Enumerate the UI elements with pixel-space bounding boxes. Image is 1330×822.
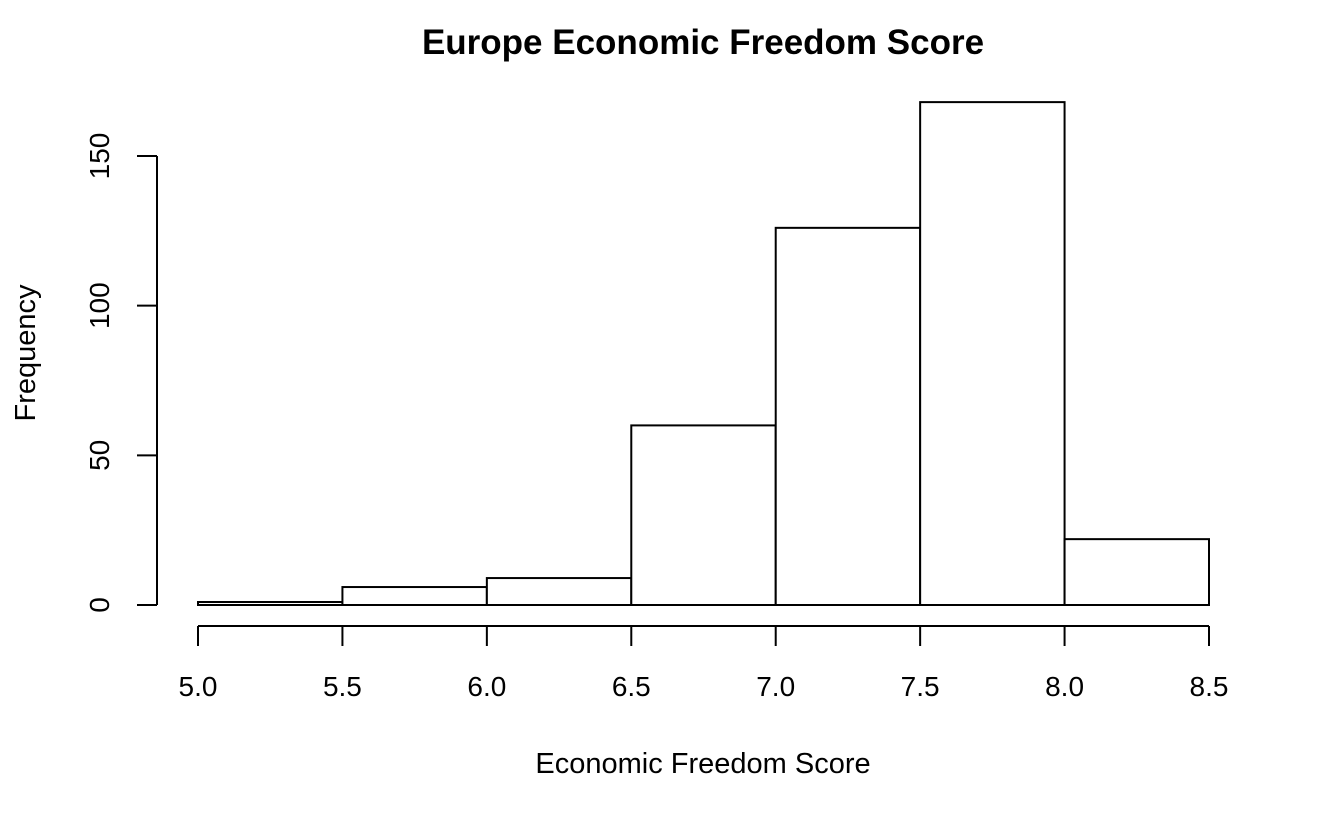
histogram-bar — [1063, 538, 1210, 606]
x-axis-label: Economic Freedom Score — [535, 748, 870, 780]
histogram-bar — [919, 101, 1066, 607]
y-tick-label: 100 — [84, 282, 115, 329]
y-axis: 0 50 100 150 — [84, 133, 158, 613]
histogram-bar — [341, 586, 488, 606]
y-axis-label: Frequency — [10, 284, 42, 422]
histogram-bar — [197, 601, 344, 606]
y-tick-label: 0 — [84, 597, 115, 613]
x-tick-label: 8.5 — [1190, 671, 1229, 702]
chart-title: Europe Economic Freedom Score — [422, 23, 984, 62]
histogram-bar — [774, 226, 922, 606]
bars-group — [197, 101, 1210, 607]
x-tick-label: 7.0 — [756, 671, 795, 702]
histogram-bar — [630, 424, 777, 606]
x-tick-label: 6.5 — [612, 671, 651, 702]
x-tick-label: 6.0 — [467, 671, 506, 702]
x-tick-label: 5.0 — [179, 671, 218, 702]
x-tick-label: 8.0 — [1045, 671, 1084, 702]
y-tick-label: 50 — [84, 440, 115, 471]
x-axis: 5.0 5.5 6.0 6.5 7.0 7.5 8.0 8.5 — [179, 625, 1229, 702]
x-tick-label: 7.5 — [901, 671, 940, 702]
y-tick-label: 150 — [84, 133, 115, 180]
x-tick-label: 5.5 — [323, 671, 362, 702]
histogram-bar — [485, 577, 633, 606]
